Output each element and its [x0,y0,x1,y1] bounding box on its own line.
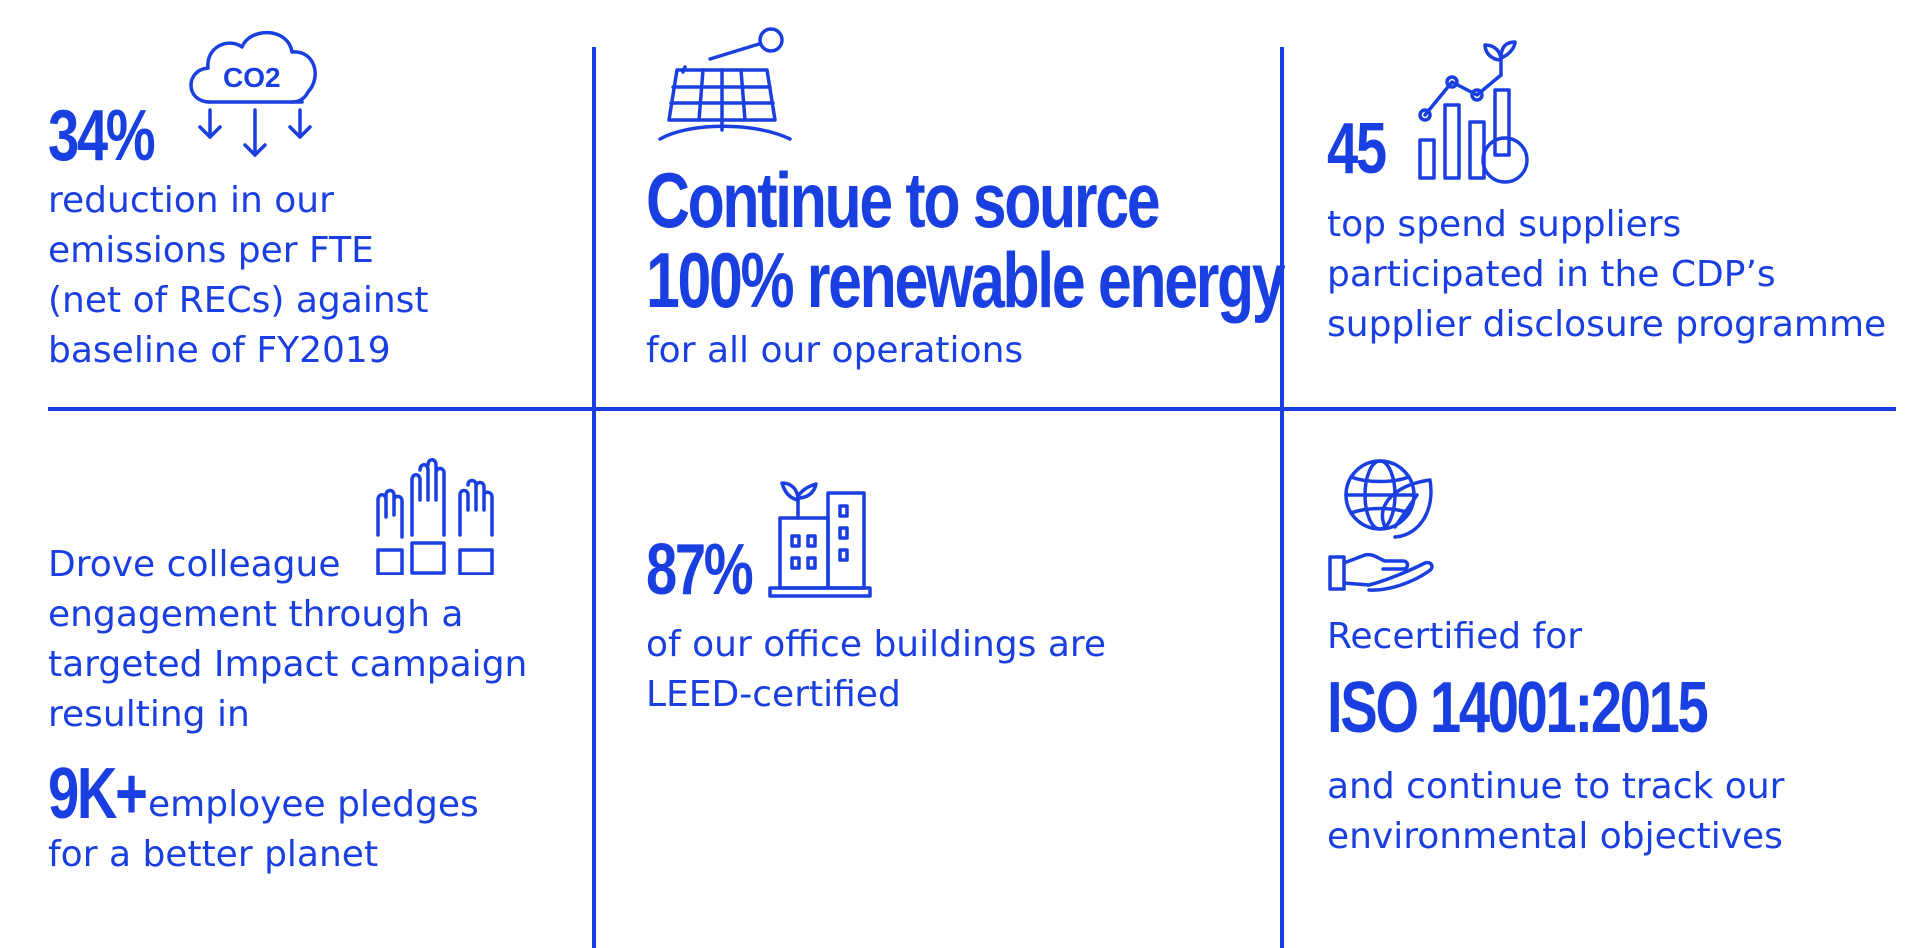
emissions-line: baseline of FY2019 [48,330,391,371]
engagement-line: resulting in [48,694,250,735]
horizontal-divider [48,407,1896,411]
suppliers-line: participated in the CDP’s [1327,254,1776,295]
iso-headline: ISO 14001:2015 [1327,668,1709,748]
renewable-headline-line: Continue to source [646,156,1161,244]
emissions-stat: 34% [48,96,156,176]
suppliers-line: supplier disclosure programme [1327,304,1887,345]
engagement-line: Drove colleague [48,544,341,585]
suppliers-stat: 45 [1327,109,1387,189]
buildings-line: of our office buildings are [646,624,1107,665]
engagement-line: targeted Impact campaign [48,644,528,685]
engagement-last-line: for a better planet [48,834,379,875]
iso-line: environmental objectives [1327,816,1783,857]
renewable-headline: Continue to source 100% renewable energy [646,156,1286,324]
globe-leaf-hand-icon [1325,455,1455,595]
co2-cloud-icon: CO2 [180,22,330,162]
iso-intro: Recertified for [1327,616,1583,657]
iso-line: and continue to track our [1327,766,1785,807]
co2-label: CO2 [223,62,281,93]
renewable-description: for all our operations [646,330,1024,371]
engagement-line: engagement through a [48,594,464,635]
emissions-line: (net of RECs) against [48,280,429,321]
engagement-stat: 9K+ [48,754,148,834]
vertical-divider-left [592,47,596,948]
renewable-headline-line: 100% renewable energy [646,236,1286,324]
buildings-line: LEED-certified [646,674,901,715]
solar-panel-icon [655,22,795,142]
suppliers-description: top spend suppliers participated in the … [1327,200,1886,350]
emissions-description: reduction in our emissions per FTE (net … [48,176,429,376]
iso-description: and continue to track our environmental … [1327,762,1784,862]
emissions-line: reduction in our [48,180,334,221]
green-building-icon [760,468,875,598]
emissions-line: emissions per FTE [48,230,374,271]
buildings-description: of our office buildings are LEED-certifi… [646,620,1106,720]
engagement-description: Drove colleague engagement through a tar… [48,540,527,740]
vertical-divider-right [1280,47,1284,948]
growth-chart-icon [1415,40,1540,190]
raised-hands-icon [370,455,500,575]
buildings-stat: 87% [646,530,754,610]
suppliers-line: top spend suppliers [1327,204,1682,245]
engagement-stat-text: employee pledges [148,784,479,825]
